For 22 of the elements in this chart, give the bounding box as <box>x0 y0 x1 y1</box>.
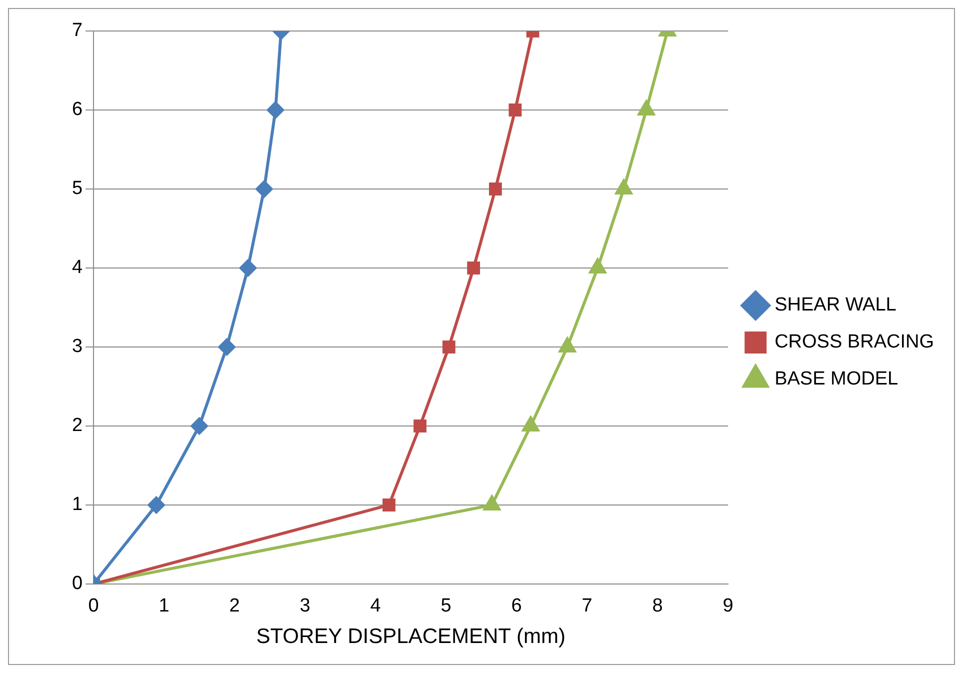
x-tick-label: 6 <box>511 596 522 617</box>
x-tick-label: 7 <box>582 596 592 617</box>
x-tick-label: 5 <box>440 596 452 617</box>
y-tick-label: 5 <box>72 178 83 200</box>
legend-label: SHEAR WALL <box>774 294 896 316</box>
x-axis-title: STOREY DISPLACEMENT (mm) <box>256 625 566 648</box>
y-tick-label: 7 <box>72 20 83 42</box>
y-tick-label: 0 <box>72 573 83 594</box>
x-tick-label: 0 <box>88 596 99 617</box>
y-tick-label: 1 <box>72 494 83 516</box>
y-tick-label: 4 <box>72 257 83 278</box>
x-tick-label: 3 <box>300 596 310 617</box>
y-tick-label: 2 <box>72 415 83 436</box>
y-tick-label: 6 <box>72 99 83 120</box>
x-tick-label: 8 <box>652 596 663 617</box>
y-tick-label: 3 <box>72 336 83 358</box>
x-tick-label: 9 <box>722 596 734 617</box>
x-tick-label: 4 <box>370 596 382 617</box>
legend-label: BASE MODEL <box>774 368 898 390</box>
x-tick-label: 1 <box>158 596 170 617</box>
legend-label: CROSS BRACING <box>774 332 934 353</box>
x-tick-label: 2 <box>229 596 240 617</box>
